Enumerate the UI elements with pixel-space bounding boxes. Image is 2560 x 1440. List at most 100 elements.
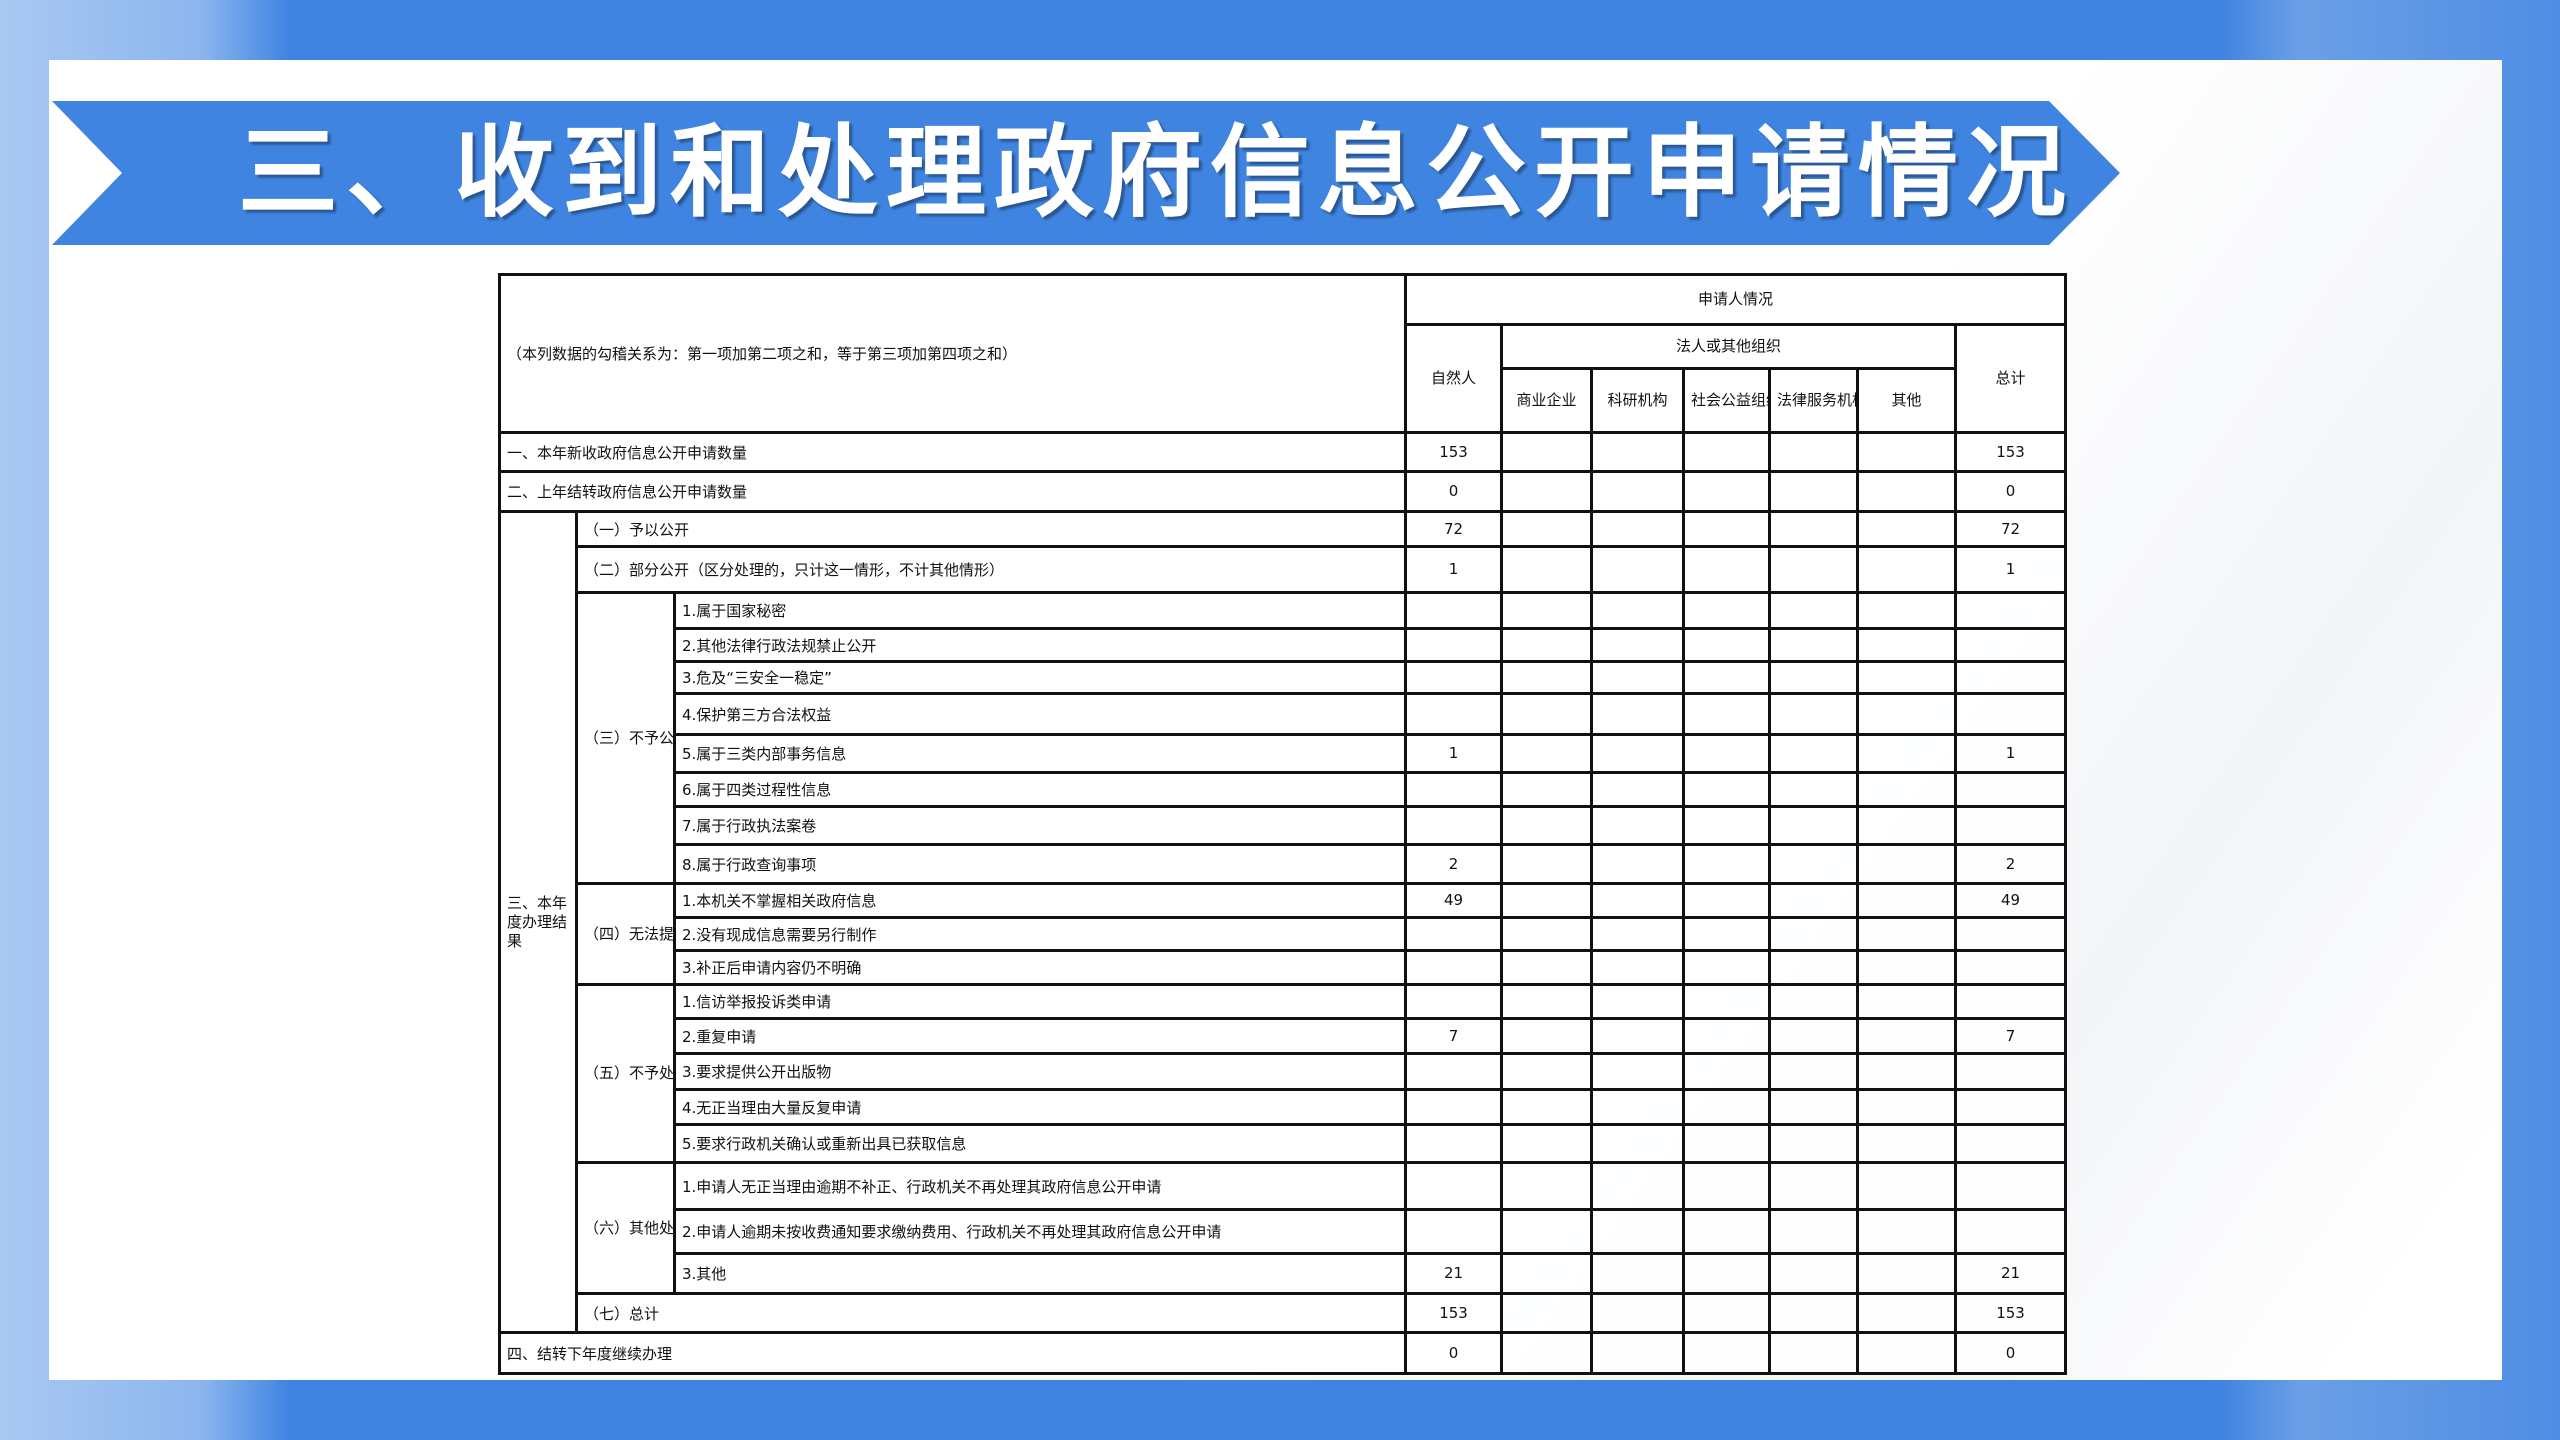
group-label: 三、本年度办理结果 xyxy=(498,510,578,1334)
org-value xyxy=(1500,949,1594,986)
natural-person-value xyxy=(1404,805,1504,846)
total-value: 153 xyxy=(1954,431,2068,473)
org-value xyxy=(1590,916,1686,952)
natural-person-value: 49 xyxy=(1404,882,1504,919)
table-row: 5.属于三类内部事务信息 1 1 xyxy=(500,733,2068,774)
org-value xyxy=(1768,591,1860,630)
org-value xyxy=(1500,470,1594,513)
org-value xyxy=(1768,983,1860,1020)
natural-person-value: 7 xyxy=(1404,1017,1504,1055)
org-value xyxy=(1768,692,1860,736)
org-value xyxy=(1500,1017,1594,1055)
org-value xyxy=(1682,882,1772,919)
item-label: 2.重复申请 xyxy=(672,1017,1408,1055)
total-value xyxy=(1954,949,2068,986)
subgroup-label: （一）予以公开 xyxy=(574,510,1408,548)
org-value xyxy=(1682,843,1772,885)
table-row: 3.危及“三安全一稳定” xyxy=(500,660,2068,695)
org-value xyxy=(1856,771,1958,808)
application-stats-table: （本列数据的勾稽关系为：第一项加第二项之和，等于第三项加第四项之和） 申请人情况… xyxy=(497,273,2068,1375)
org-value xyxy=(1768,1161,1860,1211)
org-value xyxy=(1500,771,1594,808)
org-value xyxy=(1856,660,1958,695)
org-value xyxy=(1682,660,1772,695)
total-value: 49 xyxy=(1954,882,2068,919)
total-value xyxy=(1954,591,2068,630)
org-value xyxy=(1500,431,1594,473)
total-value xyxy=(1954,660,2068,695)
natural-person-value: 1 xyxy=(1404,733,1504,774)
table-row: 2.重复申请 7 7 xyxy=(500,1017,2068,1055)
org-value xyxy=(1768,1331,1860,1375)
org-value xyxy=(1590,627,1686,663)
table-row: 2.其他法律行政法规禁止公开 xyxy=(500,627,2068,663)
org-value xyxy=(1768,1017,1860,1055)
item-label: 3.要求提供公开出版物 xyxy=(672,1052,1408,1091)
org-value xyxy=(1768,1252,1860,1295)
total-value xyxy=(1954,1208,2068,1255)
item-label: 7.属于行政执法案卷 xyxy=(672,805,1408,846)
item-label: 3.危及“三安全一稳定” xyxy=(672,660,1408,695)
org-value xyxy=(1768,510,1860,548)
item-label: 4.无正当理由大量反复申请 xyxy=(672,1088,1408,1126)
natural-person-value xyxy=(1404,1088,1504,1126)
item-label: 2.申请人逾期未按收费通知要求缴纳费用、行政机关不再处理其政府信息公开申请 xyxy=(672,1208,1408,1255)
org-value xyxy=(1856,1292,1958,1334)
table-row: 6.属于四类过程性信息 xyxy=(500,771,2068,808)
subgroup-label: （三）不予公开 xyxy=(575,591,676,885)
natural-person-value: 153 xyxy=(1404,1292,1504,1334)
org-value xyxy=(1682,771,1772,808)
org-value xyxy=(1856,805,1958,846)
org-value xyxy=(1500,660,1594,695)
total-value: 72 xyxy=(1954,510,2068,548)
total-value: 0 xyxy=(1954,470,2068,513)
row-label: 一、本年新收政府信息公开申请数量 xyxy=(497,431,1408,473)
item-label: 1.本机关不掌握相关政府信息 xyxy=(672,882,1408,919)
item-label: 4.保护第三方合法权益 xyxy=(672,692,1408,736)
org-value xyxy=(1856,983,1958,1020)
org-value xyxy=(1682,733,1772,774)
org-value xyxy=(1856,1088,1958,1126)
natural-person-value xyxy=(1404,660,1504,695)
org-value xyxy=(1682,545,1772,594)
header-row: （本列数据的勾稽关系为：第一项加第二项之和，等于第三项加第四项之和） 申请人情况 xyxy=(497,273,2068,434)
item-label: 5.属于三类内部事务信息 xyxy=(672,733,1408,774)
natural-person-value: 2 xyxy=(1404,843,1504,885)
org-value xyxy=(1590,1052,1686,1091)
org-value xyxy=(1682,1017,1772,1055)
header-org: 商业企业 xyxy=(1500,367,1594,434)
natural-person-value xyxy=(1404,771,1504,808)
org-value xyxy=(1590,771,1686,808)
header-row: 自然人 法人或其他组织 总计 xyxy=(500,323,2068,434)
total-value xyxy=(1954,1123,2068,1164)
item-label: 6.属于四类过程性信息 xyxy=(672,771,1408,808)
total-value: 7 xyxy=(1954,1017,2068,1055)
org-value xyxy=(1682,1331,1772,1375)
org-value xyxy=(1590,1088,1686,1126)
org-value xyxy=(1590,1208,1686,1255)
org-value xyxy=(1768,470,1860,513)
total-value xyxy=(1954,1088,2068,1126)
item-label: 5.要求行政机关确认或重新出具已获取信息 xyxy=(672,1123,1408,1164)
org-value xyxy=(1856,545,1958,594)
page-title: 三、收到和处理政府信息公开申请情况 xyxy=(238,114,2074,231)
org-value xyxy=(1768,1292,1860,1334)
org-value xyxy=(1856,692,1958,736)
table-row: 5.要求行政机关确认或重新出具已获取信息 xyxy=(500,1123,2068,1164)
org-value xyxy=(1856,1331,1958,1375)
org-value xyxy=(1856,1208,1958,1255)
org-value xyxy=(1856,510,1958,548)
org-value xyxy=(1500,692,1594,736)
org-value xyxy=(1590,660,1686,695)
org-value xyxy=(1768,1088,1860,1126)
org-value xyxy=(1500,1252,1594,1295)
org-value xyxy=(1590,882,1686,919)
org-value xyxy=(1500,805,1594,846)
org-value xyxy=(1856,1161,1958,1211)
row-label: 四、结转下年度继续办理 xyxy=(497,1331,1408,1375)
total-value xyxy=(1954,983,2068,1020)
org-value xyxy=(1682,1088,1772,1126)
org-value xyxy=(1590,1252,1686,1295)
table-row: 3.补正后申请内容仍不明确 xyxy=(500,949,2068,986)
org-value xyxy=(1682,949,1772,986)
